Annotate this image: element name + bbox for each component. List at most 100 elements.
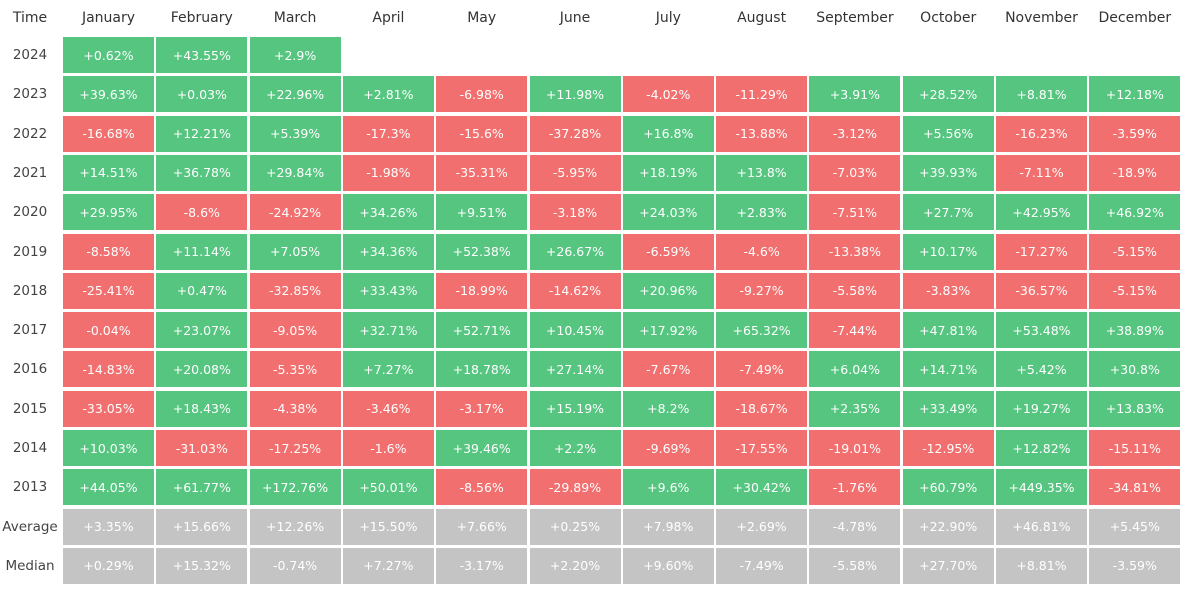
month-header: July <box>655 10 681 26</box>
summary-cell: -3.59% <box>1089 547 1181 584</box>
return-cell: +11.98% <box>529 76 621 113</box>
return-cell: +11.14% <box>156 233 248 270</box>
return-cell: -5.95% <box>529 154 621 191</box>
return-cell: -35.31% <box>436 154 528 191</box>
return-cell: +42.95% <box>996 194 1087 231</box>
return-cell: -3.12% <box>809 115 901 152</box>
return-cell: -8.58% <box>63 233 154 270</box>
return-cell: -36.57% <box>996 272 1087 309</box>
return-cell: -37.28% <box>529 115 621 152</box>
month-header: October <box>920 10 977 26</box>
return-cell: +44.05% <box>63 469 154 506</box>
return-cell: +24.03% <box>622 194 714 231</box>
return-cell: +18.43% <box>156 390 248 427</box>
summary-cell: +9.60% <box>622 547 714 584</box>
summary-cell: +22.90% <box>902 508 994 545</box>
return-cell: -3.46% <box>342 390 434 427</box>
summary-cell: +2.69% <box>716 508 808 545</box>
summary-cell: +7.27% <box>342 547 434 584</box>
return-cell: +28.52% <box>902 76 994 113</box>
year-label: 2023 <box>12 86 48 103</box>
return-cell: +14.71% <box>902 351 994 388</box>
return-cell: +46.92% <box>1089 194 1181 231</box>
return-cell: +12.18% <box>1089 76 1181 113</box>
return-cell: +34.26% <box>342 194 434 231</box>
return-cell: -9.05% <box>249 312 341 349</box>
summary-cell: +15.66% <box>156 508 248 545</box>
return-cell: -14.83% <box>63 351 154 388</box>
return-cell: -5.35% <box>249 351 341 388</box>
summary-cell: +3.35% <box>63 508 154 545</box>
return-cell: +60.79% <box>902 469 994 506</box>
return-cell: +29.95% <box>63 194 154 231</box>
return-cell: -1.98% <box>342 154 434 191</box>
return-cell: -12.95% <box>902 430 994 466</box>
return-cell: -6.98% <box>436 76 528 113</box>
return-cell: +36.78% <box>156 154 248 191</box>
return-cell: +23.07% <box>156 312 248 349</box>
return-cell: +2.2% <box>529 430 621 466</box>
return-cell: +27.7% <box>902 194 994 231</box>
return-cell: -0.04% <box>63 312 154 349</box>
year-label: 2017 <box>12 322 48 339</box>
corner-header: Time <box>12 10 48 26</box>
return-cell: -4.38% <box>249 390 341 427</box>
return-cell: +39.46% <box>436 430 528 466</box>
summary-cell: +15.32% <box>156 547 248 584</box>
return-cell: +34.36% <box>342 233 434 270</box>
return-cell: +52.38% <box>436 233 528 270</box>
return-cell: -8.6% <box>156 194 248 231</box>
return-cell: -7.44% <box>809 312 901 349</box>
summary-cell: -4.78% <box>809 508 901 545</box>
return-cell: +43.55% <box>156 37 248 73</box>
return-cell: +0.47% <box>156 272 248 309</box>
return-cell: -18.99% <box>436 272 528 309</box>
month-header: September <box>816 10 894 26</box>
month-header: August <box>737 10 787 26</box>
return-cell: -17.25% <box>249 430 341 466</box>
return-cell: +15.19% <box>529 390 621 427</box>
return-cell: -7.49% <box>716 351 808 388</box>
month-header: May <box>467 10 497 26</box>
return-cell: +9.6% <box>622 469 714 506</box>
return-cell: +8.81% <box>996 76 1087 113</box>
return-cell: -18.9% <box>1089 154 1181 191</box>
year-label: 2015 <box>12 400 48 417</box>
return-cell: +2.9% <box>249 37 341 73</box>
year-label: 2024 <box>12 47 48 63</box>
year-label: 2014 <box>12 440 48 456</box>
return-cell: +19.27% <box>996 390 1087 427</box>
return-cell: +2.81% <box>342 76 434 113</box>
return-cell: +7.05% <box>249 233 341 270</box>
summary-cell: +27.70% <box>902 547 994 584</box>
return-cell: +14.51% <box>63 154 154 191</box>
return-cell: -17.55% <box>716 430 808 466</box>
month-header: November <box>1005 10 1078 26</box>
return-cell: +38.89% <box>1089 312 1181 349</box>
summary-cell: +46.81% <box>996 508 1087 545</box>
return-cell: -17.27% <box>996 233 1087 270</box>
return-cell: +449.35% <box>996 469 1087 506</box>
return-cell: +8.2% <box>622 390 714 427</box>
return-cell: -33.05% <box>63 390 154 427</box>
return-cell: +7.27% <box>342 351 434 388</box>
return-cell: -19.01% <box>809 430 901 466</box>
return-cell: +29.84% <box>249 154 341 191</box>
return-cell: +3.91% <box>809 76 901 113</box>
summary-cell: +7.66% <box>436 508 528 545</box>
month-header: April <box>372 10 405 26</box>
return-cell: +10.17% <box>902 233 994 270</box>
return-cell: +9.51% <box>436 194 528 231</box>
return-cell: -7.51% <box>809 194 901 231</box>
year-label: 2021 <box>12 164 48 181</box>
return-cell: -9.27% <box>716 272 808 309</box>
summary-cell: +5.45% <box>1089 508 1181 545</box>
summary-cell: -7.49% <box>716 547 808 584</box>
return-cell: +6.04% <box>809 351 901 388</box>
return-cell: +17.92% <box>622 312 714 349</box>
return-cell: +5.42% <box>996 351 1087 388</box>
summary-cell: +8.81% <box>996 547 1087 584</box>
return-cell: +18.78% <box>436 351 528 388</box>
return-cell: -17.3% <box>342 115 434 152</box>
